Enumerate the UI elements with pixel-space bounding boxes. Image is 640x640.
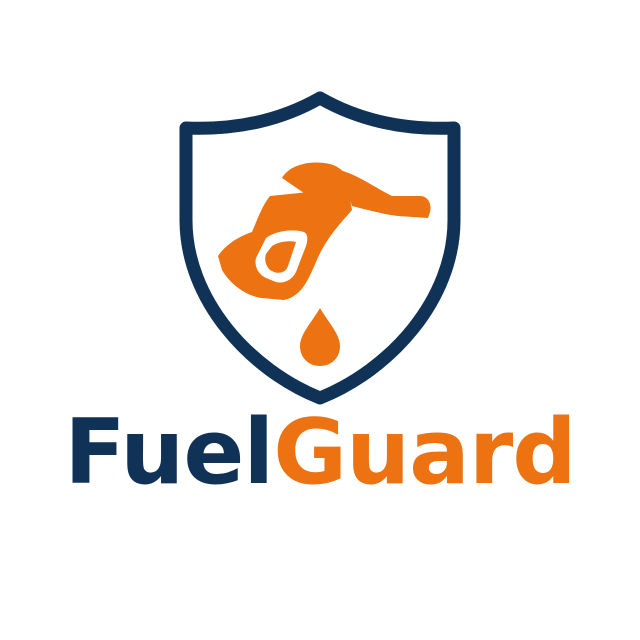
brand-wordmark: FuelGuard: [0, 408, 640, 498]
wordmark-fuel: Fuel: [64, 400, 274, 505]
fuel-nozzle-icon: [218, 162, 431, 300]
fuel-drop-icon: [300, 308, 340, 366]
wordmark-guard: Guard: [273, 400, 576, 505]
